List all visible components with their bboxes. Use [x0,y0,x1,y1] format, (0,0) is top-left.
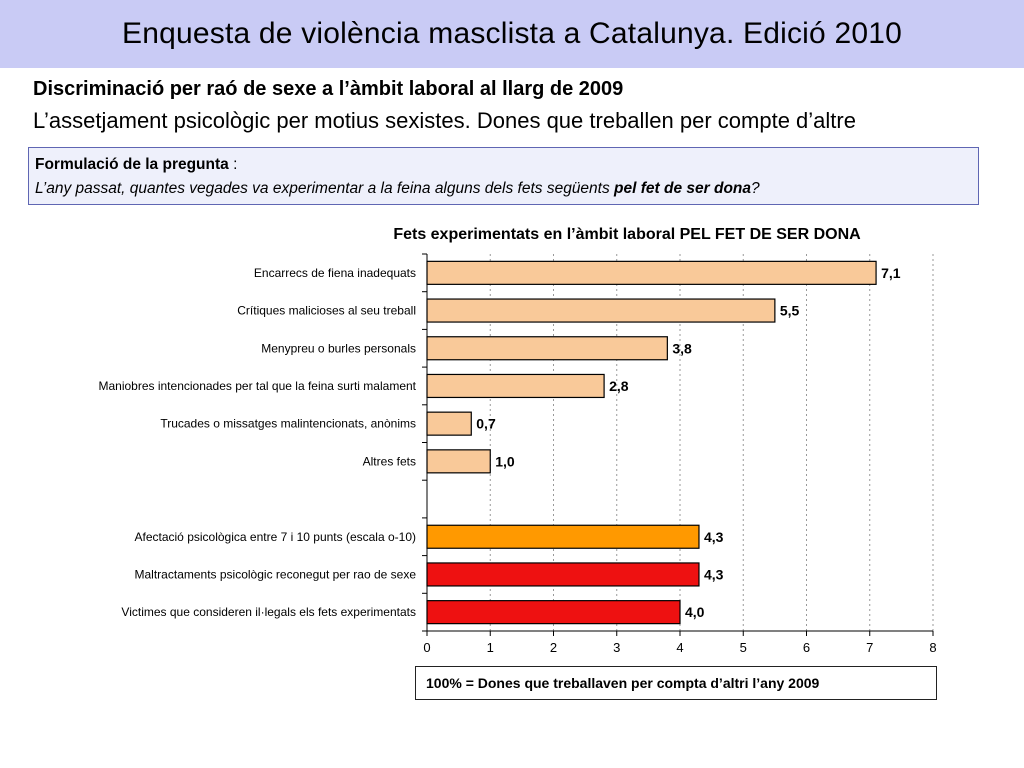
value-label: 4,3 [704,529,724,545]
x-tick-label: 7 [866,640,873,655]
x-tick-label: 0 [423,640,430,655]
subtitle-secondary: L’assetjament psicològic per motius sexi… [33,108,856,133]
category-label: Encarrecs de fiena inadequats [254,266,416,280]
title-bar: Enquesta de violència masclista a Catalu… [0,0,1024,68]
value-label: 7,1 [881,265,901,281]
bar [426,524,700,549]
question-emphasis: pel fet de ser dona [614,180,751,197]
chart-axes [422,253,934,636]
question-label: Formulació de la pregunta [35,156,229,173]
value-label: 0,7 [476,416,496,432]
x-tick-label: 1 [487,640,494,655]
category-label: Trucades o missatges malintencionats, an… [160,417,416,431]
category-label: Altres fets [363,454,416,468]
category-label: Afectació psicològica entre 7 i 10 punts… [135,530,417,544]
question-end: ? [751,180,760,197]
chart-bars [426,260,877,625]
category-label: Victimes que consideren il·legals els fe… [121,605,416,619]
bar-chart: Fets experimentats en l’àmbit laboral PE… [98,226,936,655]
bar [426,336,668,361]
x-tick-label: 2 [550,640,557,655]
category-label: Menypreu o burles personals [261,341,416,355]
category-label: Crítiques malicioses al seu treball [237,304,416,318]
x-tick-label: 4 [676,640,683,655]
bar [426,600,681,625]
bar [426,562,700,587]
chart-title: Fets experimentats en l’àmbit laboral PE… [393,226,861,243]
x-tick-label: 6 [803,640,810,655]
bar [426,298,776,323]
value-label: 5,5 [780,303,800,319]
bar [426,411,472,436]
question-text: L’any passat, quantes vegades va experim… [35,180,615,197]
value-label: 2,8 [609,378,629,394]
question-text-line: L’any passat, quantes vegades va experim… [35,177,978,201]
x-tick-label: 3 [613,640,620,655]
value-label: 4,3 [704,566,724,582]
subtitle-primary: Discriminació per raó de sexe a l’àmbit … [33,78,624,100]
chart-labels: Encarrecs de fiena inadequats 7,1 Crítique… [98,265,936,655]
x-tick-label: 5 [740,640,747,655]
question-separator: : [228,156,238,173]
footnote-box: 100% = Dones que treballaven per compta … [415,666,937,700]
x-tick-label: 8 [929,640,936,655]
bar [426,449,491,474]
value-label: 3,8 [672,340,692,356]
bar [426,373,605,399]
footnote-text: 100% = Dones que treballaven per compta … [426,675,820,691]
page-title: Enquesta de violència masclista a Catalu… [122,17,902,50]
category-label: Maniobres intencionades per tal que la f… [98,379,416,393]
bar [426,260,877,285]
value-label: 4,0 [685,604,705,620]
category-label: Maltractaments psicològic reconegut per … [135,567,417,581]
question-box: Formulació de la pregunta : L’any passat… [28,147,979,205]
value-label: 1,0 [495,453,515,469]
question-heading: Formulació de la pregunta : [35,153,978,177]
